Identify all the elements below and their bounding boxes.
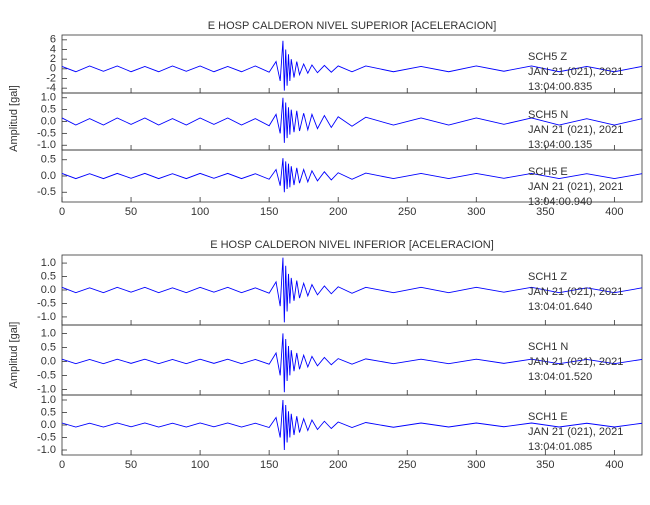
y-axis-label: Amplitud [gal]: [8, 85, 20, 152]
trace-annotation: JAN 21 (021), 2021: [528, 124, 623, 136]
y-tick-label: 1.0: [41, 394, 56, 406]
y-tick-label: 0.5: [41, 341, 56, 353]
y-tick-label: 4: [50, 43, 56, 55]
trace-line: [61, 40, 643, 91]
x-tick-label: 0: [59, 206, 65, 218]
x-tick-label: 300: [467, 459, 485, 471]
y-tick-label: 1.0: [41, 257, 56, 269]
y-tick-label: -4: [46, 82, 56, 94]
y-tick-label: -0.5: [37, 127, 56, 139]
x-tick-label: 300: [467, 206, 485, 218]
y-tick-label: -1.0: [37, 444, 56, 456]
y-tick-label: 0.0: [41, 170, 56, 182]
trace-annotation: JAN 21 (021), 2021: [528, 286, 623, 298]
y-tick-label: 0.0: [41, 115, 56, 127]
y-tick-label: 0.5: [41, 104, 56, 116]
x-tick-label: 350: [536, 459, 554, 471]
y-tick-label: -1.0: [37, 383, 56, 395]
x-tick-label: 350: [536, 206, 554, 218]
y-tick-label: 1.0: [41, 92, 56, 104]
y-tick-label: 6: [50, 34, 56, 46]
y-tick-label: -2: [46, 72, 56, 84]
trace-annotation: JAN 21 (021), 2021: [528, 356, 623, 368]
y-axis-label: Amplitud [gal]: [8, 322, 20, 389]
y-tick-label: 0.5: [41, 406, 56, 418]
trace-label: SCH5 Z: [528, 51, 567, 63]
chart-title: E HOSP CALDERON NIVEL INFERIOR [ACELERAC…: [210, 239, 494, 251]
trace-label: SCH1 E: [528, 411, 568, 423]
y-tick-label: 0.5: [41, 270, 56, 282]
x-tick-label: 50: [125, 459, 137, 471]
x-tick-label: 100: [191, 206, 209, 218]
trace-line: [61, 257, 643, 323]
y-tick-label: -1.0: [37, 311, 56, 323]
trace-annotation: JAN 21 (021), 2021: [528, 181, 623, 193]
y-tick-label: -0.5: [37, 186, 56, 198]
x-tick-label: 250: [398, 459, 416, 471]
x-tick-label: 400: [605, 206, 623, 218]
trace-annotation: 13:04:00.940: [528, 196, 592, 208]
trace-line: [61, 399, 643, 451]
x-tick-label: 0: [59, 459, 65, 471]
trace-annotation: 13:04:01.520: [528, 371, 592, 383]
trace-label: SCH5 N: [528, 109, 568, 121]
y-tick-label: 0.5: [41, 154, 56, 166]
y-tick-label: -0.5: [37, 297, 56, 309]
trace-line: [61, 158, 643, 193]
trace-label: SCH1 Z: [528, 271, 567, 283]
x-tick-label: 100: [191, 459, 209, 471]
trace-annotation: 13:04:01.085: [528, 441, 592, 453]
y-tick-label: 0.0: [41, 355, 56, 367]
x-tick-label: 200: [329, 206, 347, 218]
x-tick-label: 150: [260, 459, 278, 471]
x-tick-label: 250: [398, 206, 416, 218]
trace-annotation: JAN 21 (021), 2021: [528, 426, 623, 438]
y-tick-label: -0.5: [37, 369, 56, 381]
trace-annotation: 13:04:00.835: [528, 81, 592, 93]
y-tick-label: 0: [50, 63, 56, 75]
x-tick-label: 150: [260, 206, 278, 218]
trace-annotation: JAN 21 (021), 2021: [528, 66, 623, 78]
trace-label: SCH5 E: [528, 166, 568, 178]
x-tick-label: 400: [605, 459, 623, 471]
trace-annotation: 13:04:01.640: [528, 301, 592, 313]
y-tick-label: -0.5: [37, 431, 56, 443]
trace-line: [61, 333, 643, 393]
y-tick-label: -1.0: [37, 139, 56, 151]
chart-title: E HOSP CALDERON NIVEL SUPERIOR [ACELERAC…: [208, 20, 497, 32]
x-tick-label: 200: [329, 459, 347, 471]
trace-annotation: 13:04:00.135: [528, 139, 592, 151]
trace-line: [61, 97, 643, 143]
y-tick-label: 0.0: [41, 284, 56, 296]
y-tick-label: 0.0: [41, 419, 56, 431]
y-tick-label: 2: [50, 53, 56, 65]
y-tick-label: 1.0: [41, 327, 56, 339]
x-tick-label: 50: [125, 206, 137, 218]
trace-label: SCH1 N: [528, 341, 568, 353]
